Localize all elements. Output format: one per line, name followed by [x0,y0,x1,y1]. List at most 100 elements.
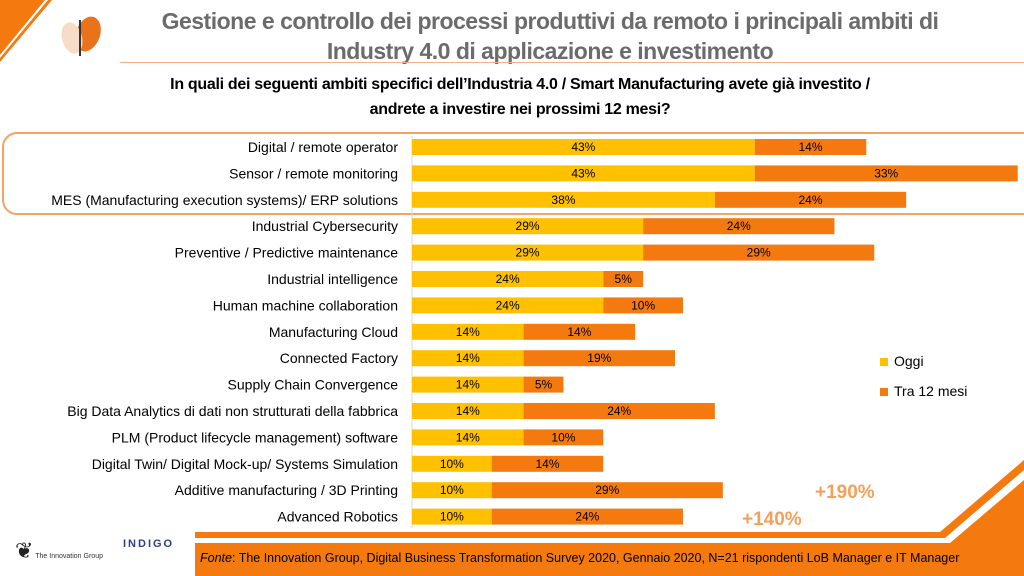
legend-swatch [880,358,888,366]
bar-segment [754,165,1018,182]
category-label: PLM (Product lifecycle management) softw… [112,429,399,445]
source-note: Fonte: The Innovation Group, Digital Bus… [200,551,959,565]
data-label: 24% [607,404,631,418]
bar-segment [412,403,524,419]
data-label: 14% [456,325,480,339]
bar-segment [412,323,524,340]
data-label: 24% [575,510,599,524]
bar-segment [603,271,644,287]
data-label: 43% [571,140,595,154]
category-label: Digital / remote operator [248,139,399,155]
data-label: 14% [535,457,559,471]
category-label: Human machine collaboration [213,297,398,313]
bar-segment [412,455,492,472]
category-label: MES (Manufacturing execution systems)/ E… [51,192,398,208]
legend-swatch [880,388,888,396]
bar-segment [523,403,715,419]
corner-decoration [0,0,52,62]
data-label: 33% [874,166,898,180]
source-text: : The Innovation Group, Digital Business… [231,551,960,565]
data-label: 14% [798,140,822,154]
data-label: 14% [567,325,591,339]
category-label: Digital Twin/ Digital Mock-up/ Systems S… [92,456,398,472]
data-label: 14% [456,378,480,392]
innovation-group-logo: ❦ The Innovation Group [15,538,103,563]
category-label: Additive manufacturing / 3D Printing [175,482,398,498]
growth-annotation: +190% [815,482,875,503]
bar-segment [412,508,492,525]
butterfly-logo [61,16,101,56]
bar-segment [523,350,676,367]
bar-segment [523,323,636,340]
data-label: 29% [516,246,540,260]
bar-segment [412,297,604,314]
data-label: 29% [747,246,771,260]
indigo-logo: INDIGO [123,538,175,550]
data-label: 24% [496,272,520,286]
data-label: 29% [516,219,540,233]
divider [120,62,1024,63]
data-label: 10% [631,298,655,312]
bar-segment [643,218,835,235]
data-label: 19% [587,351,611,365]
question-line-1: In quali dei seguenti ambiti specifici d… [170,76,870,93]
legend-label: Oggi [894,353,924,369]
bar-segment [491,508,683,525]
category-label: Advanced Robotics [277,509,398,525]
legend-tra12: Tra 12 mesi [880,383,967,399]
bar-segment [412,429,524,446]
bar-segment [412,376,524,393]
bar-segment [412,165,755,182]
data-label: 24% [496,298,520,312]
data-label: 14% [456,430,480,444]
bar-segment [714,191,907,208]
bar-segment [491,455,604,472]
data-label: 10% [551,430,575,444]
data-label: 5% [615,272,633,286]
highlight-box [2,132,1024,215]
bar-segment [491,482,723,499]
data-label: 29% [595,483,619,497]
legend-oggi: Oggi [880,353,924,369]
bar-segment [412,271,604,287]
growth-annotation: +140% [742,509,802,530]
data-label: 38% [551,193,575,207]
category-label: Manufacturing Cloud [269,324,398,340]
bar-segment [643,244,875,261]
bar-segment [523,376,564,393]
category-label: Industrial intelligence [267,271,398,287]
source-label: Fonte [200,551,232,565]
category-label: Big Data Analytics di dati non struttura… [67,403,398,419]
data-label: 24% [727,219,751,233]
question-line-2: andrete a investire nei prossimi 12 mesi… [369,101,671,118]
bar-segment [603,297,683,314]
logo1-text: The Innovation Group [35,553,103,560]
data-label: 5% [535,378,553,392]
page-title: Gestione e controllo dei processi produt… [120,6,980,66]
bar-segment [412,482,492,499]
bar-segment [412,191,715,208]
data-label: 14% [456,351,480,365]
category-label: Supply Chain Convergence [228,377,399,393]
data-label: 43% [571,166,595,180]
category-label: Industrial Cybersecurity [252,218,398,234]
title-line-1: Gestione e controllo dei processi produt… [161,8,939,34]
data-label: 10% [440,483,464,497]
question: In quali dei seguenti ambiti specifici d… [80,72,960,122]
category-label: Preventive / Predictive maintenance [175,245,399,261]
data-label: 14% [456,404,480,418]
bar-segment [412,350,524,367]
bar-segment [754,139,867,155]
data-label: 10% [440,457,464,471]
bar-segment [412,244,644,261]
legend-label: Tra 12 mesi [894,383,968,399]
bar-segment [523,429,604,446]
category-label: Sensor / remote monitoring [229,165,398,181]
category-label: Connected Factory [280,350,398,366]
data-label: 10% [440,510,464,524]
title-line-2: Industry 4.0 di applicazione e investime… [326,38,774,64]
bar-segment [412,139,755,155]
data-label: 24% [798,193,822,207]
